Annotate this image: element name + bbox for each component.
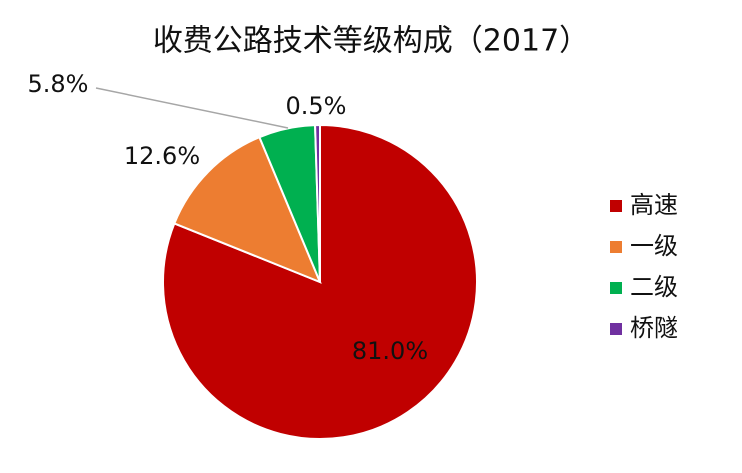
pie-slice <box>314 123 321 283</box>
data-label: 0.5% <box>286 92 347 120</box>
legend-label: 高速 <box>630 191 678 219</box>
data-label: 5.8% <box>28 70 89 98</box>
legend-label: 一级 <box>630 232 678 260</box>
pie-slice <box>173 135 322 284</box>
legend-swatch <box>610 241 622 253</box>
legend-label: 二级 <box>630 273 678 301</box>
pie-slice <box>162 123 478 440</box>
leader-line <box>95 87 289 129</box>
legend-swatch <box>610 282 622 294</box>
legend-label: 桥隧 <box>630 314 678 342</box>
data-label: 12.6% <box>124 142 200 170</box>
data-label: 81.0% <box>352 337 428 365</box>
legend-swatch <box>610 200 622 212</box>
legend-swatch <box>610 323 622 335</box>
chart-title: 收费公路技术等级构成（2017） <box>153 24 589 59</box>
